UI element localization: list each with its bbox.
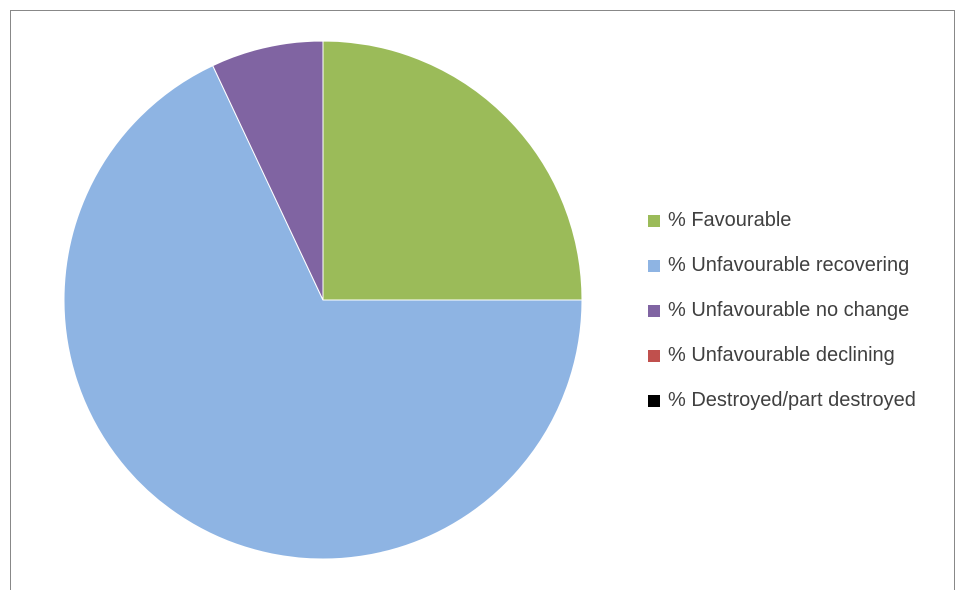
legend-label: % Unfavourable declining: [668, 344, 895, 366]
legend-item-unfavourable-recovering: % Unfavourable recovering: [648, 243, 916, 288]
legend-item-unfavourable-no-change: % Unfavourable no change: [648, 288, 916, 333]
legend-label: % Unfavourable no change: [668, 299, 910, 321]
legend-label: % Favourable: [668, 209, 792, 231]
pie-slice-favourable: [322, 40, 583, 301]
pie-slice-unfavourable-recovering: [63, 64, 583, 560]
legend-swatch: [648, 304, 660, 317]
legend-label: % Destroyed/part destroyed: [668, 389, 916, 411]
legend-item-unfavourable-declining: % Unfavourable declining: [648, 333, 916, 378]
legend-swatch: [648, 394, 660, 407]
chart-legend: % Favourable % Unfavourable recovering %…: [648, 198, 916, 423]
pie-slice-unfavourable-no-change: [212, 40, 324, 301]
legend-item-favourable: % Favourable: [648, 198, 916, 243]
legend-label: % Unfavourable recovering: [668, 254, 910, 276]
legend-item-destroyed: % Destroyed/part destroyed: [648, 378, 916, 423]
legend-swatch: [648, 214, 660, 227]
legend-swatch: [648, 349, 660, 362]
legend-swatch: [648, 259, 660, 272]
